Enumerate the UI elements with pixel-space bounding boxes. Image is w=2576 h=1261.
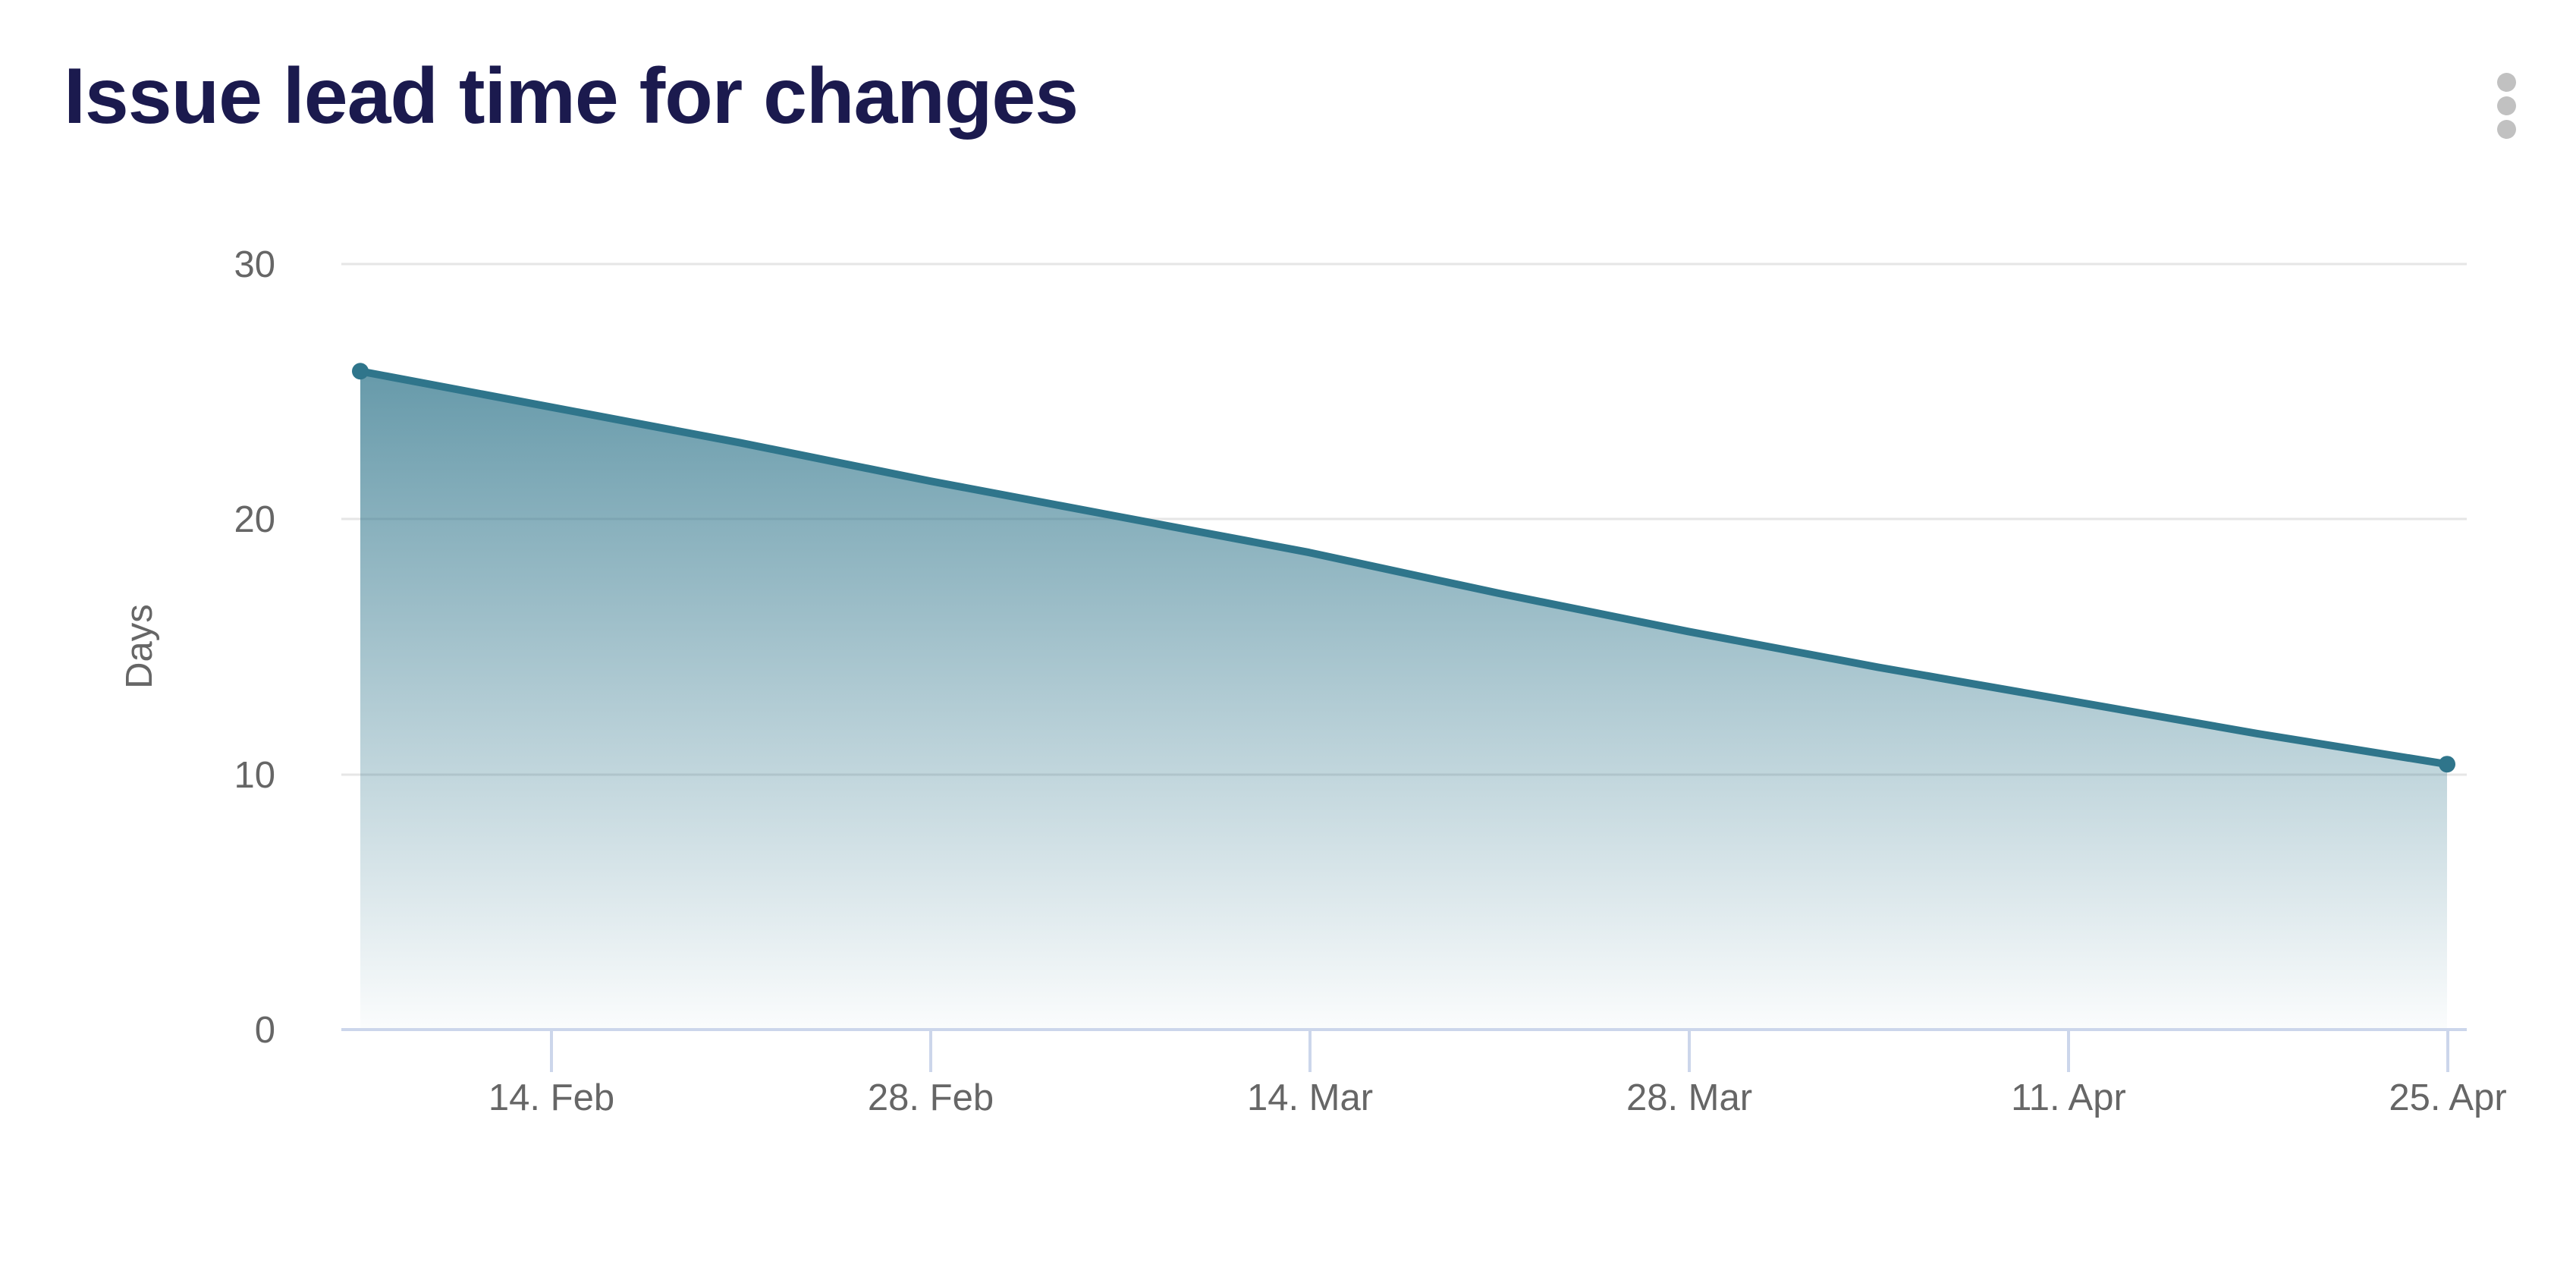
series-last-point-marker[interactable] (2439, 756, 2455, 773)
series-area-fill[interactable] (360, 371, 2447, 1030)
x-axis-tick-label: 28. Feb (868, 1077, 994, 1118)
x-axis-tick-label: 11. Apr (2011, 1077, 2126, 1118)
x-axis-tick-label: 25. Apr (2389, 1077, 2506, 1118)
x-axis-tick-label: 14. Mar (1247, 1077, 1373, 1118)
x-axis-tick-label: 28. Mar (1626, 1077, 1752, 1118)
y-axis-title: Days (119, 604, 160, 689)
y-axis-tick-label: 10 (234, 755, 275, 796)
series-first-point-marker[interactable] (352, 363, 369, 380)
y-axis-tick-label: 0 (255, 1010, 275, 1051)
kebab-menu-icon (2496, 72, 2516, 92)
y-axis-tick-label: 20 (234, 499, 275, 540)
x-axis-tick-label: 14. Feb (488, 1077, 614, 1118)
kebab-menu-icon (2496, 96, 2516, 115)
chart-title: Issue lead time for changes (64, 52, 1079, 140)
kebab-menu-icon (2496, 119, 2516, 139)
chart-context-menu-button[interactable] (2477, 64, 2535, 147)
series-line[interactable] (357, 367, 2451, 769)
y-axis-tick-label: 30 (234, 244, 275, 285)
